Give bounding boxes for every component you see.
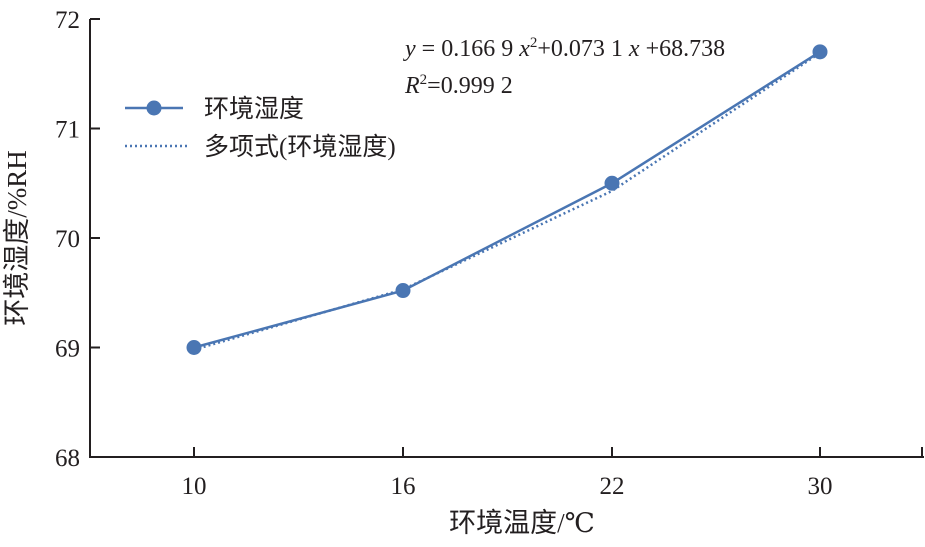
series-line-humidity [193,50,821,349]
y-tick-label: 69 [55,336,80,363]
y-tick-label: 68 [55,445,80,472]
legend-label-fit: 多项式(环境湿度) [204,133,396,161]
x-axis-ticks: 10 16 22 30 [182,447,923,500]
data-point [812,44,828,60]
y-tick-label: 71 [55,117,80,144]
x-tick-label: 10 [182,473,207,500]
y-axis-ticks: 68 69 70 71 72 [55,7,100,472]
y-tick-label: 70 [55,226,80,253]
x-axis-title: 环境温度/℃ [449,508,595,538]
data-point [186,340,202,355]
x-tick-label: 16 [391,473,416,500]
x-tick-label: 22 [600,473,625,500]
y-tick-label: 72 [55,7,80,34]
x-tick-label: 30 [808,473,833,500]
data-point [604,175,620,191]
series-layer [186,44,828,355]
regression-annotation: y = 0.166 9 x2+0.073 1 x +68.738 R2=0.99… [403,35,725,99]
y-axis-title: 环境湿度/%RH [2,150,32,326]
regression-equation: y = 0.166 9 x2+0.073 1 x +68.738 [403,35,725,62]
legend-marker-observed [146,100,162,116]
data-point [395,283,411,299]
r-squared: R2=0.999 2 [404,72,513,99]
legend-label-observed: 环境湿度 [204,95,304,123]
legend: 环境湿度 多项式(环境湿度) [125,95,396,161]
